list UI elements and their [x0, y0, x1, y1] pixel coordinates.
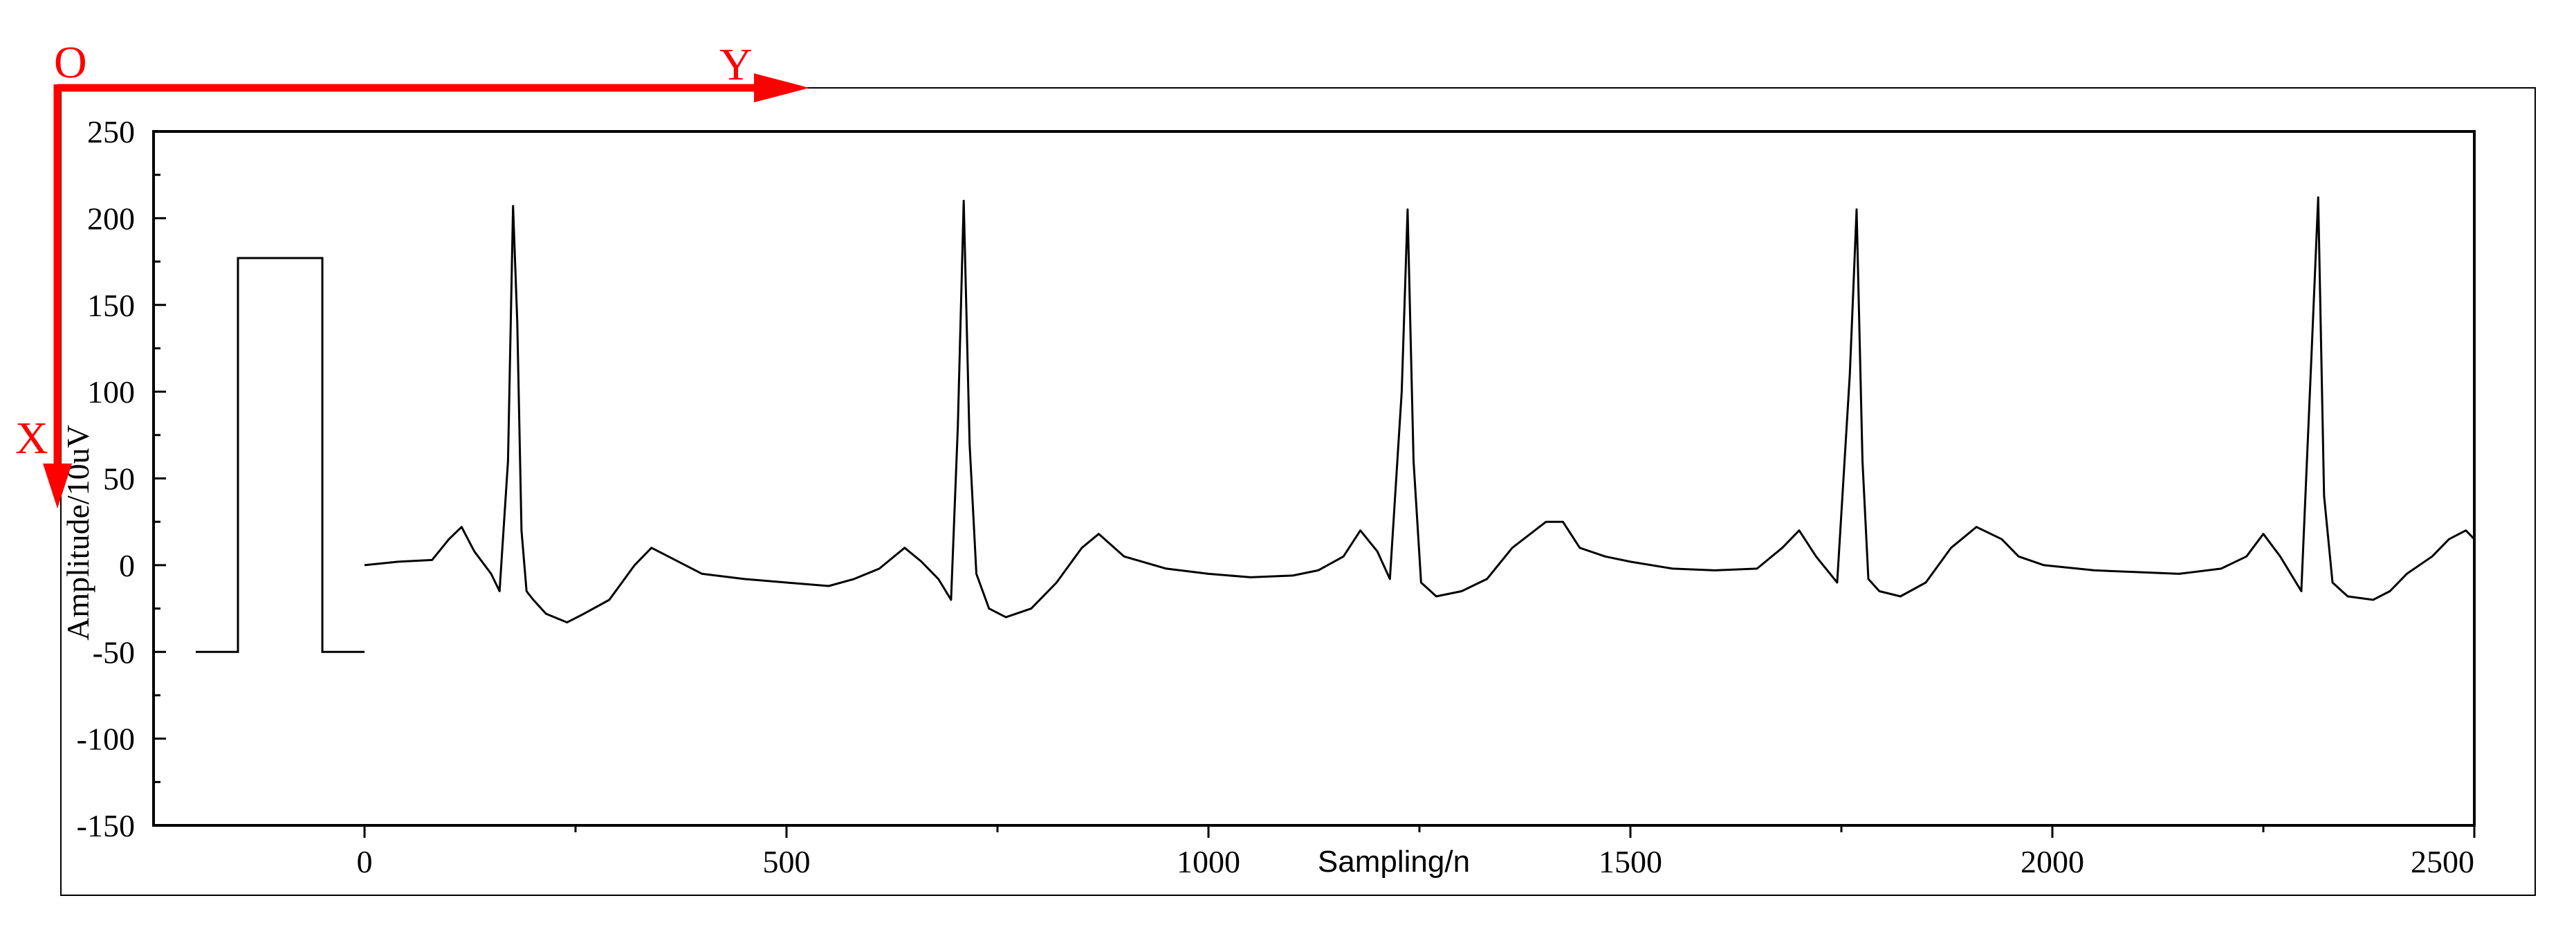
- x-axis-label: Sampling/n: [1318, 845, 1470, 879]
- origin-letter: O: [54, 37, 87, 88]
- x-tick-label: 1000: [1177, 844, 1240, 879]
- y-axis-ticks: -150 -100 -50 0 50 100 150 200 250: [77, 114, 166, 843]
- y-tick-label: 50: [103, 461, 135, 497]
- horizontal-axis-letter: Y: [719, 39, 753, 90]
- x-tick-label: 0: [357, 844, 373, 879]
- vertical-arrow-head: [43, 464, 72, 509]
- x-tick-label: 1500: [1599, 844, 1662, 879]
- ecg-signal-line: [364, 196, 2476, 624]
- plot-frame: [152, 130, 2476, 827]
- vertical-axis-letter: X: [15, 413, 48, 464]
- y-tick-label: -150: [77, 808, 135, 843]
- red-axis-indicator: O Y X: [15, 37, 809, 509]
- x-axis-ticks: 0 500 1000 1500 2000 2500: [357, 825, 2476, 879]
- horizontal-arrow-head: [754, 73, 809, 102]
- y-tick-label: 0: [119, 548, 135, 583]
- outer-frame: [60, 87, 2536, 896]
- y-tick-label: 250: [87, 114, 135, 149]
- y-tick-label: -100: [77, 722, 135, 757]
- y-axis-label: Amplitude/10uV: [60, 425, 95, 641]
- y-tick-label: 200: [87, 201, 135, 236]
- y-tick-label: -50: [93, 634, 135, 670]
- y-tick-label: 100: [87, 374, 135, 410]
- x-tick-label: 2500: [2411, 844, 2474, 879]
- y-tick-label: 150: [87, 288, 135, 323]
- calibration-pulse-line: [196, 257, 365, 653]
- x-tick-label: 2000: [2021, 844, 2084, 879]
- x-tick-label: 500: [763, 844, 811, 879]
